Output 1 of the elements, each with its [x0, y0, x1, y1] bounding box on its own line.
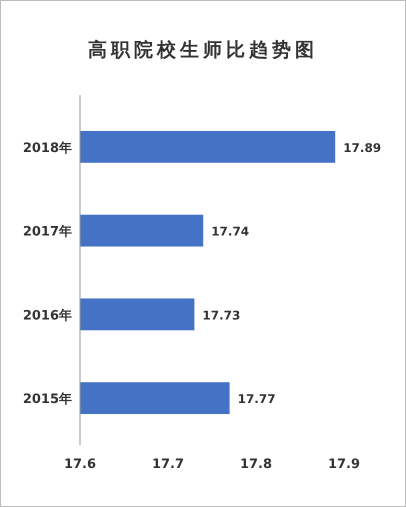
title: 高职院校生师比趋势图 — [88, 39, 318, 61]
